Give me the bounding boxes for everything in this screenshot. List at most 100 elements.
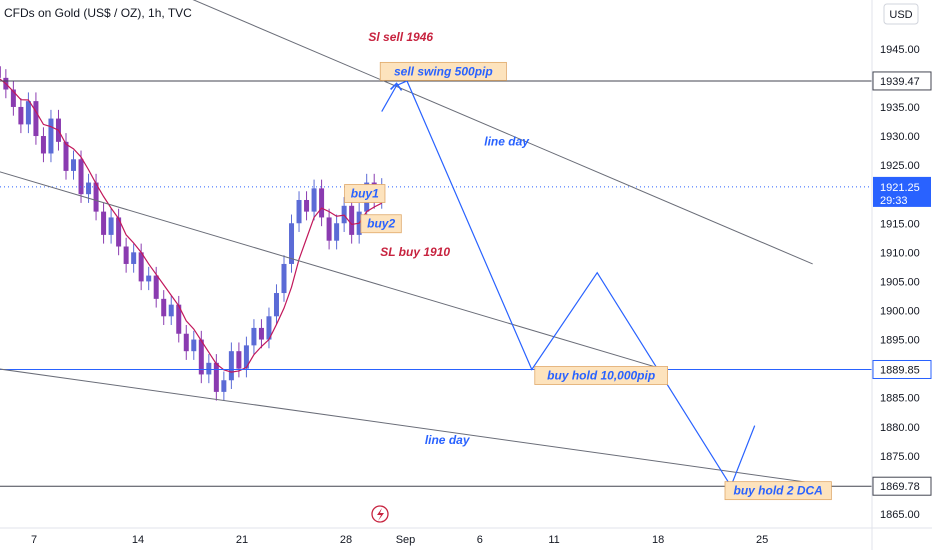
candle-body bbox=[319, 188, 325, 218]
annotation-box[interactable] bbox=[724, 481, 832, 501]
candle-body bbox=[176, 304, 182, 334]
candle-body bbox=[289, 223, 295, 264]
time-tick-label: 28 bbox=[340, 534, 352, 546]
price-tick-label: 1905.00 bbox=[880, 276, 920, 288]
time-axis: 7 14 21 28 Sep 6 11 18 25 bbox=[0, 527, 932, 546]
candle-body bbox=[258, 327, 264, 340]
price-tick-label: 1880.00 bbox=[880, 422, 920, 434]
candle-body bbox=[183, 333, 189, 352]
price-tick-label: 1945.00 bbox=[880, 44, 920, 56]
candle-body bbox=[296, 199, 302, 224]
candlestick-series bbox=[0, 66, 385, 401]
annotation-box[interactable] bbox=[360, 214, 402, 234]
candle-body bbox=[116, 217, 122, 247]
candle-body bbox=[266, 316, 272, 340]
time-tick-label: 25 bbox=[756, 534, 768, 546]
time-tick-label: 7 bbox=[31, 534, 37, 546]
annotation-label: buy2 bbox=[367, 217, 395, 231]
candle-body bbox=[304, 199, 310, 212]
candle-body bbox=[25, 101, 31, 125]
price-tick-label: 1865.00 bbox=[880, 509, 920, 521]
level-price-label-box bbox=[872, 476, 932, 496]
annotations: Sl sell 1946 sell swing 500pip line day buy… bbox=[344, 30, 832, 501]
level-price-label-box bbox=[872, 359, 932, 379]
price-tick-label: 1930.00 bbox=[880, 131, 920, 143]
candle-body bbox=[78, 159, 84, 195]
candle-body bbox=[33, 101, 39, 137]
annotation-label[interactable]: SL buy 1910 bbox=[380, 245, 450, 259]
annotation-label[interactable]: Sl sell 1946 bbox=[368, 30, 433, 44]
annotation-label: buy hold 10,000pip bbox=[547, 369, 655, 383]
trend-line[interactable] bbox=[0, 368, 827, 486]
trend-line[interactable] bbox=[186, 0, 813, 265]
candle-body bbox=[0, 66, 1, 78]
annotation-box[interactable] bbox=[534, 366, 668, 385]
time-tick-label: 11 bbox=[548, 534, 559, 546]
candle-body bbox=[191, 339, 197, 352]
candle-body bbox=[349, 205, 355, 235]
candle-body bbox=[123, 246, 129, 264]
trend-line[interactable] bbox=[0, 171, 662, 370]
candle-body bbox=[273, 293, 279, 317]
chart-title: CFDs on Gold (US$ / OZ), 1h, TVC bbox=[4, 6, 192, 20]
annotation-label: buy1 bbox=[351, 187, 379, 201]
currency-button[interactable] bbox=[883, 3, 919, 25]
moving-average-line bbox=[0, 78, 382, 373]
annotation-label: sell swing 500pip bbox=[394, 64, 493, 78]
candle-body bbox=[138, 252, 144, 282]
drawn-lines bbox=[0, 0, 872, 488]
candle-body bbox=[221, 380, 227, 392]
candle-body bbox=[63, 141, 69, 171]
annotation-box[interactable] bbox=[344, 184, 386, 203]
level-price-label: 1889.85 bbox=[880, 364, 920, 376]
price-tick-label: 1910.00 bbox=[880, 247, 920, 259]
level-price-label-box bbox=[872, 71, 932, 91]
lightning-icon[interactable] bbox=[371, 505, 389, 523]
candle-body bbox=[101, 211, 107, 235]
price-tick-label: 1895.00 bbox=[880, 335, 920, 347]
candle-body bbox=[146, 275, 152, 282]
time-tick-label: 18 bbox=[652, 534, 664, 546]
level-price-label: 1939.47 bbox=[880, 76, 920, 88]
countdown-label: 29:33 bbox=[880, 195, 908, 207]
candle-body bbox=[48, 118, 54, 154]
price-axis: 1945.001940.001935.001930.001925.001920.… bbox=[871, 0, 932, 550]
price-tick-label: 1915.00 bbox=[880, 218, 920, 230]
currency-label: USD bbox=[889, 9, 912, 21]
candle-body bbox=[228, 351, 234, 381]
candle-body bbox=[161, 298, 167, 317]
candle-body bbox=[131, 252, 137, 264]
price-tick-label: 1875.00 bbox=[880, 451, 920, 463]
candle-body bbox=[243, 345, 249, 369]
price-tick-label: 1935.00 bbox=[880, 102, 920, 114]
annotation-label[interactable]: line day bbox=[425, 433, 471, 447]
annotation-label[interactable]: line day bbox=[484, 134, 530, 148]
time-tick-label: 6 bbox=[477, 534, 483, 546]
time-tick-label: Sep bbox=[396, 534, 416, 546]
candle-body bbox=[236, 351, 242, 369]
time-tick-label: 14 bbox=[132, 534, 144, 546]
current-price-value: 1921.25 bbox=[880, 182, 920, 194]
price-tick-label: 1925.00 bbox=[880, 160, 920, 172]
candle-body bbox=[334, 223, 340, 241]
candle-body bbox=[40, 136, 46, 154]
current-price-label-box bbox=[873, 176, 931, 207]
candle-body bbox=[10, 89, 16, 107]
candle-body bbox=[168, 304, 174, 317]
arrow-head bbox=[390, 82, 403, 91]
candle-body bbox=[86, 182, 92, 195]
price-tick-label: 1900.00 bbox=[880, 305, 920, 317]
price-tick-label: 1885.00 bbox=[880, 393, 920, 405]
candle-body bbox=[71, 159, 77, 171]
candle-body bbox=[153, 275, 159, 299]
candle-body bbox=[251, 327, 257, 346]
candle-body bbox=[281, 263, 287, 294]
annotation-box[interactable] bbox=[379, 61, 507, 81]
candle-body bbox=[311, 188, 317, 212]
candle-body bbox=[93, 182, 99, 212]
candle-body bbox=[213, 362, 219, 392]
time-tick-label: 21 bbox=[236, 534, 248, 546]
level-price-label: 1869.78 bbox=[880, 481, 920, 493]
